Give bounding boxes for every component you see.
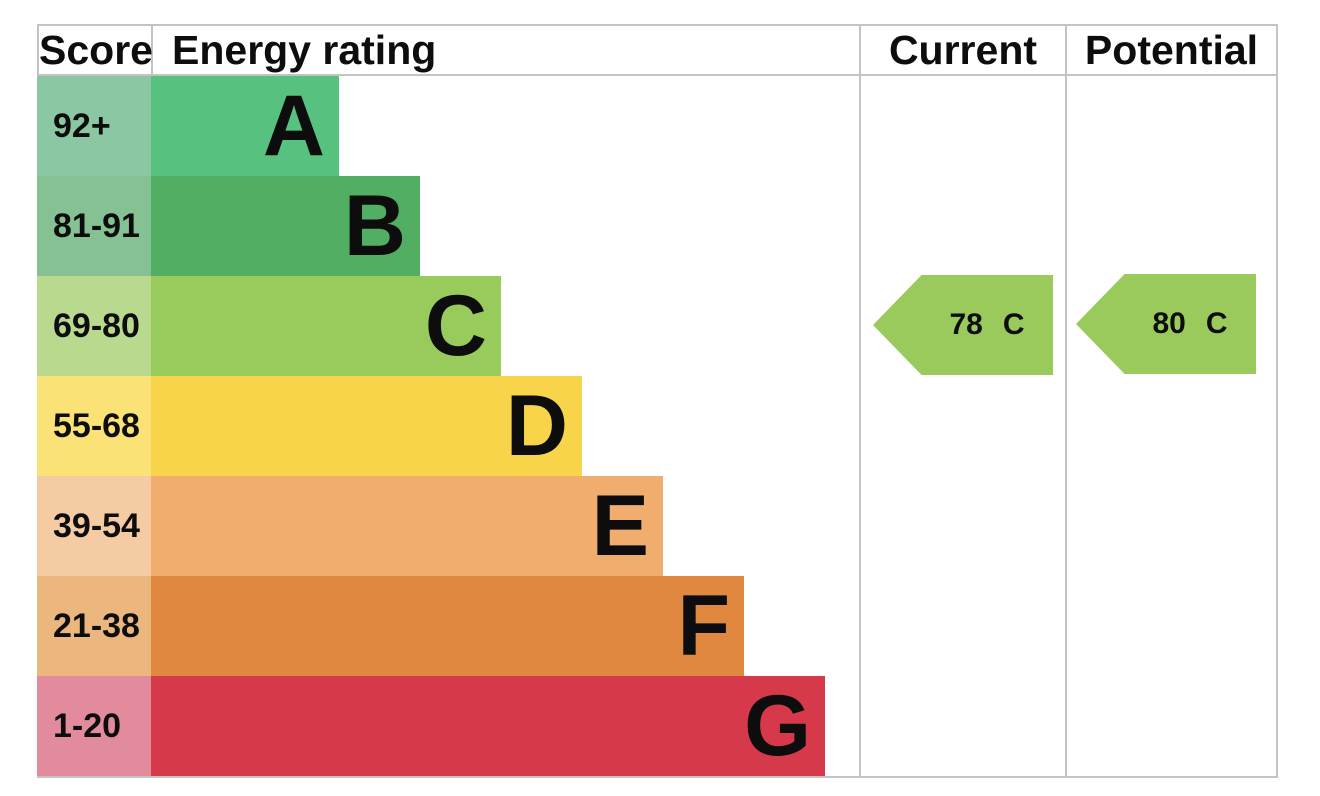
current-column-divider [859, 24, 861, 778]
band-row-g: 1-20 G [37, 676, 859, 776]
potential-rating-value: 80 [1152, 307, 1186, 340]
score-range-label: 92+ [53, 107, 111, 145]
score-range-cell: 1-20 [37, 676, 151, 776]
band-bar-a: A [151, 76, 339, 176]
band-row-c: 69-80 C [37, 276, 859, 376]
score-range-cell: 69-80 [37, 276, 151, 376]
potential-rating-band: C [1205, 307, 1228, 340]
table-right-border [1276, 24, 1278, 778]
band-letter: D [505, 378, 568, 474]
band-row-e: 39-54 E [37, 476, 859, 576]
band-letter: F [677, 578, 730, 674]
band-bar-c: C [151, 276, 501, 376]
band-letter: E [591, 478, 649, 574]
current-rating-arrow: 78 C [873, 275, 1053, 375]
band-row-f: 21-38 F [37, 576, 859, 676]
score-column-divider [151, 24, 153, 76]
band-bar-f: F [151, 576, 744, 676]
header-bottom-border [37, 74, 1278, 76]
table-top-border [37, 24, 1278, 26]
score-range-label: 81-91 [53, 207, 140, 245]
band-letter: B [343, 178, 406, 274]
band-letter: G [744, 678, 811, 774]
potential-column-divider [1065, 24, 1067, 778]
score-range-label: 39-54 [53, 507, 140, 545]
score-range-cell: 92+ [37, 76, 151, 176]
score-range-cell: 21-38 [37, 576, 151, 676]
score-range-label: 1-20 [53, 707, 122, 745]
score-range-label: 69-80 [53, 307, 140, 345]
potential-rating-arrow: 80 C [1076, 274, 1256, 374]
potential-column-header: Potential [1084, 27, 1259, 73]
current-column-header: Current [888, 27, 1038, 73]
score-range-cell: 39-54 [37, 476, 151, 576]
epc-table: Score Energy rating Current Potential 92… [37, 24, 1278, 778]
header-left-border [37, 24, 39, 76]
band-bar-g: G [151, 676, 825, 776]
band-letter: C [424, 278, 487, 374]
band-row-a: 92+ A [37, 76, 859, 176]
current-rating-band: C [1002, 308, 1025, 341]
rating-bands: 92+ A 81-91 B 69-80 C [37, 76, 859, 776]
energy-rating-header: Energy rating [172, 27, 437, 73]
band-letter: A [262, 78, 325, 174]
band-bar-e: E [151, 476, 663, 576]
current-rating-value: 78 [949, 308, 983, 341]
score-column-header: Score [39, 27, 153, 73]
band-row-d: 55-68 D [37, 376, 859, 476]
band-bar-d: D [151, 376, 582, 476]
band-row-b: 81-91 B [37, 176, 859, 276]
score-range-cell: 55-68 [37, 376, 151, 476]
score-range-label: 55-68 [53, 407, 140, 445]
band-bar-b: B [151, 176, 420, 276]
score-range-cell: 81-91 [37, 176, 151, 276]
table-bottom-border [37, 776, 1278, 778]
score-range-label: 21-38 [53, 607, 140, 645]
